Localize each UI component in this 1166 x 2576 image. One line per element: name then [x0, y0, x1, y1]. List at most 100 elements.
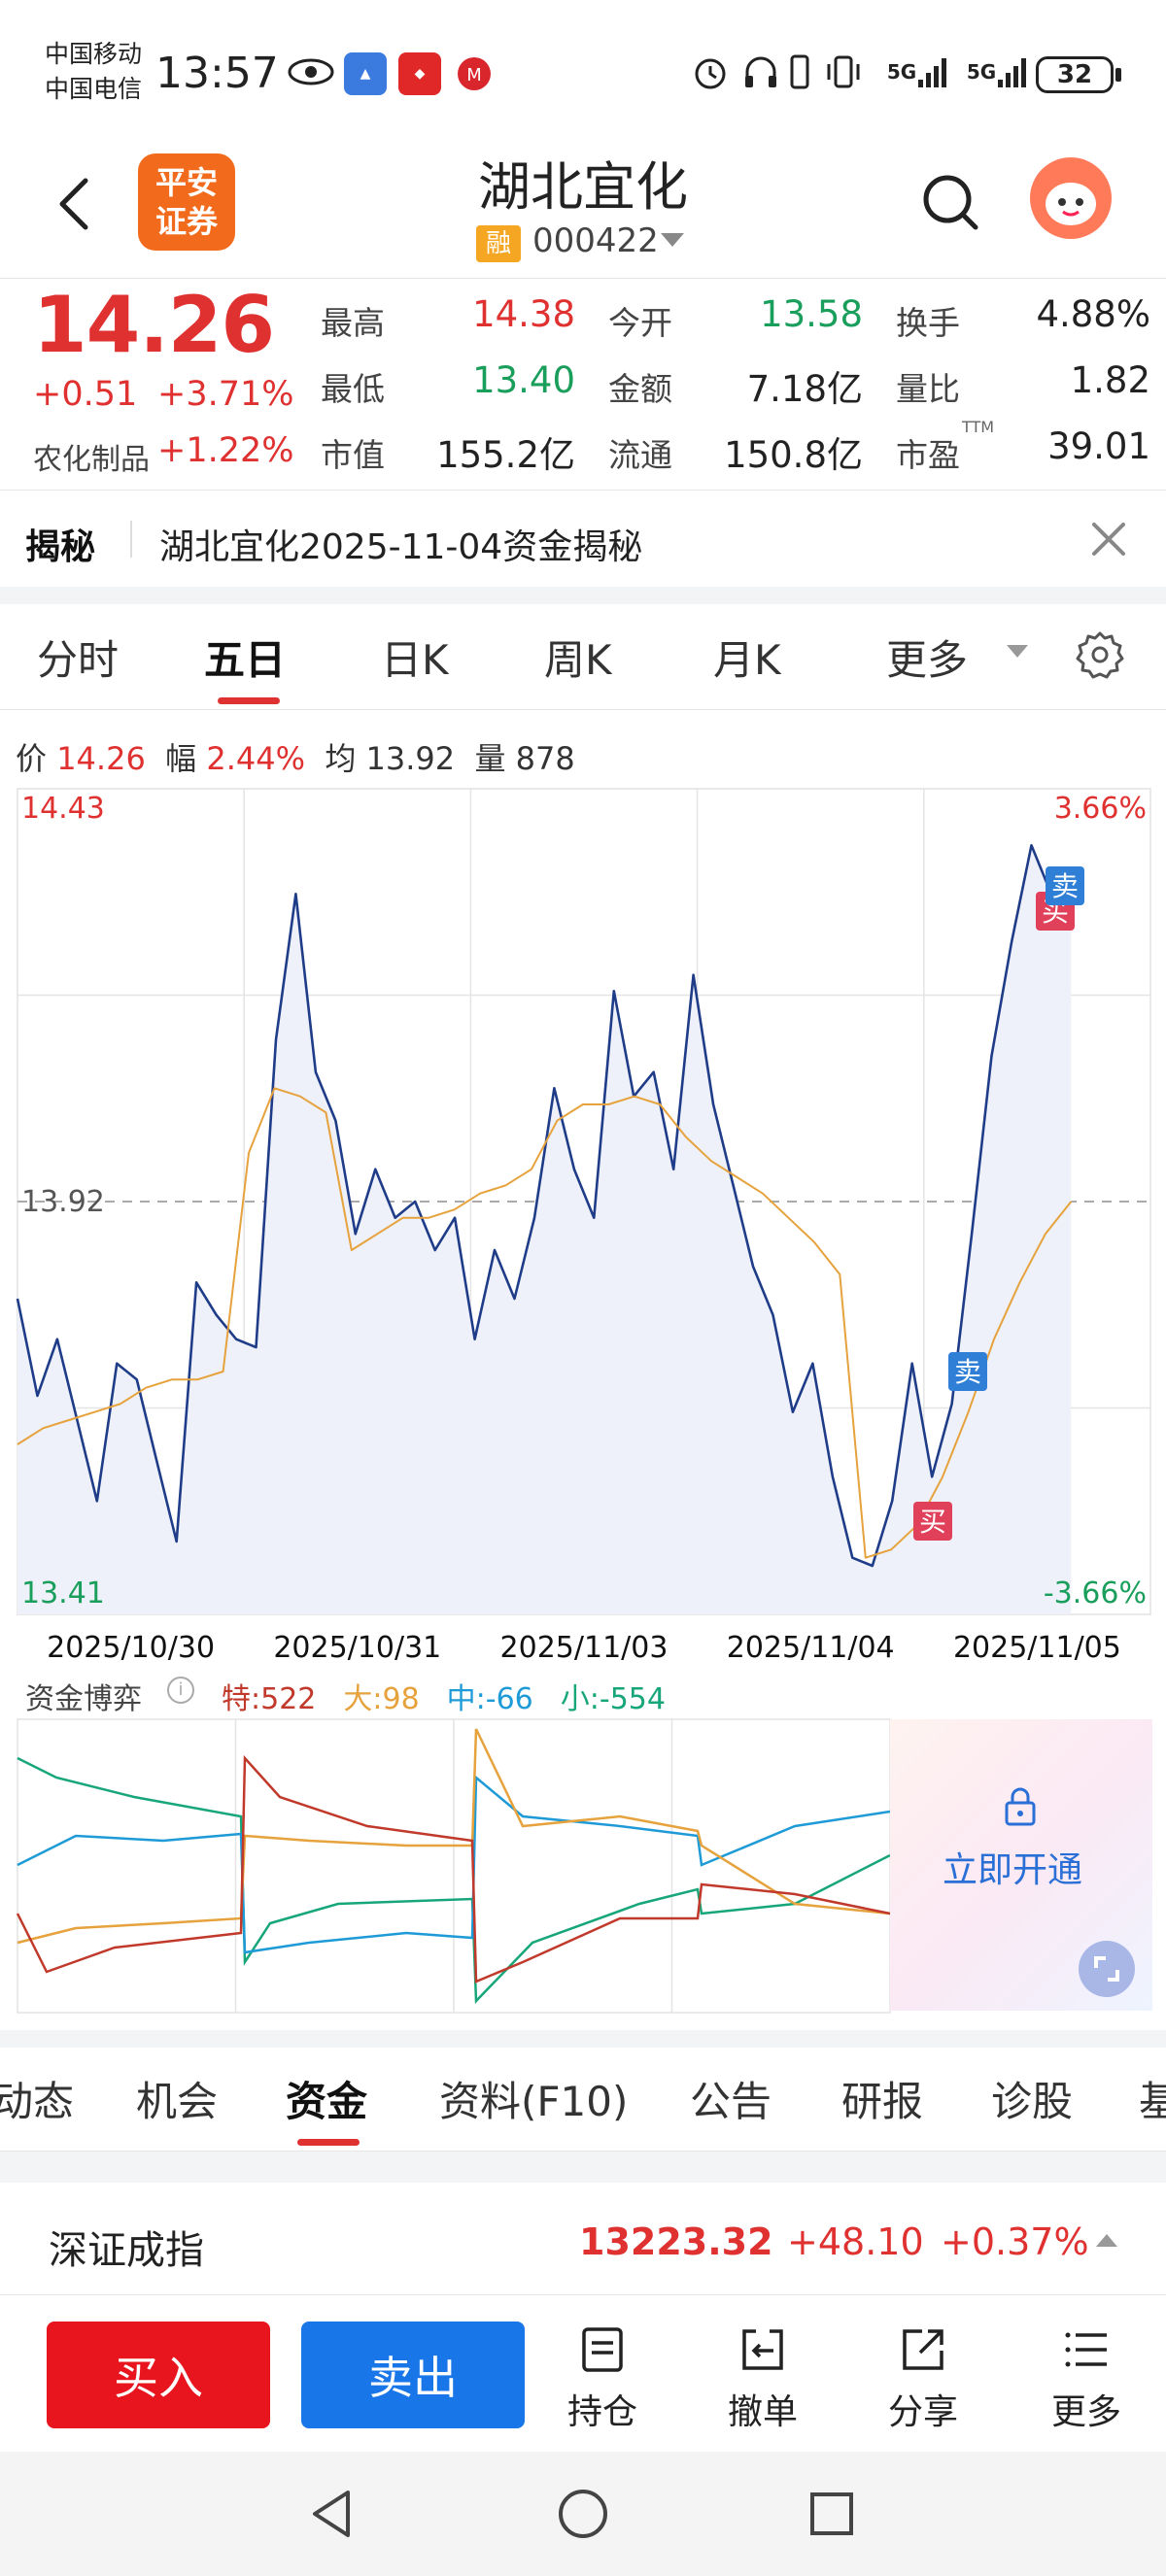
app-notification-icon-3: M [453, 52, 496, 95]
stock-code[interactable]: 000422 [532, 221, 659, 260]
assistant-avatar-button[interactable] [1028, 155, 1114, 241]
chart-settings-button[interactable] [1075, 629, 1125, 680]
cancel-order-button[interactable]: 撤单 [704, 2323, 821, 2434]
content-tab[interactable]: 机会 [136, 2078, 219, 2125]
quote-value: 13.40 [472, 359, 575, 401]
index-change: +48.10 [787, 2220, 924, 2263]
quote-value: 150.8亿 [724, 434, 863, 476]
fund-flow-legend-item: 小:-554 [560, 1682, 666, 1716]
buy-button[interactable]: 买入 [47, 2322, 270, 2428]
quote-label: 流通 [608, 436, 672, 474]
broker-logo: 平安 证券 [138, 153, 235, 251]
vibrate-icon [822, 51, 865, 93]
sector-label[interactable]: 农化制品 [33, 443, 150, 477]
quote-value: 4.88% [1036, 293, 1150, 335]
sell-marker[interactable]: 卖 [948, 1352, 987, 1391]
close-button[interactable] [1088, 519, 1129, 559]
holdings-button[interactable]: 持仓 [544, 2323, 661, 2434]
chart-tab[interactable]: 月K [713, 636, 781, 684]
more-button[interactable]: 更多 [1028, 2323, 1145, 2434]
index-name[interactable]: 深证成指 [49, 2228, 204, 2273]
fund-flow-line [16, 1754, 891, 1983]
quote-label: 量比 [896, 370, 960, 408]
nav-home-button[interactable] [556, 2487, 610, 2541]
menu-icon [1065, 2332, 1107, 2367]
nav-back-button[interactable] [305, 2487, 360, 2541]
quote-label: 换手 [896, 304, 960, 342]
status-time: 13:57 [155, 49, 279, 98]
fund-flow-legend-item: 特:522 [222, 1682, 317, 1716]
search-button[interactable] [917, 169, 985, 237]
quote-value: 7.18亿 [746, 368, 863, 410]
sell-button[interactable]: 卖出 [301, 2322, 525, 2428]
quote-label: 市盈 [896, 436, 960, 474]
buy-marker[interactable]: 买 [913, 1502, 952, 1541]
alarm-icon [688, 51, 733, 93]
quote-label: 市值 [321, 436, 385, 474]
chart-tab[interactable]: 五日 [204, 636, 287, 684]
quote-value: 13.58 [760, 293, 863, 335]
fund-flow-legend-item: 中:-66 [446, 1682, 533, 1716]
signal-icon-2: 5G [960, 51, 1038, 93]
chevron-down-icon[interactable] [661, 233, 684, 247]
app-notification-icon-2: ◆ [398, 52, 441, 95]
system-nav-bar [0, 2452, 1166, 2576]
content-tab[interactable]: 资料(F10) [439, 2078, 629, 2125]
content-tab[interactable]: 公告 [690, 2078, 772, 2125]
carrier-1: 中国移动 [45, 40, 143, 68]
fund-flow-legend: 特:522 大:98 中:-66 小:-554 [222, 1675, 693, 1717]
share-button[interactable]: 分享 [865, 2323, 981, 2434]
chart-info-line: 价 14.26 幅 2.44% 均 13.92 量 878 [16, 740, 575, 777]
lock-icon [999, 1785, 1042, 1828]
chart-tab[interactable]: 日K [381, 636, 449, 684]
content-tab[interactable]: 诊股 [991, 2078, 1074, 2125]
x-axis-date-label: 2025/11/04 [727, 1631, 895, 1665]
expand-icon [1094, 1956, 1119, 1982]
active-subtab-indicator [297, 2139, 360, 2146]
battery-indicator: 32 [1036, 56, 1114, 93]
price-change-pct: +3.71% [157, 375, 294, 414]
nav-back-icon [313, 2491, 350, 2537]
battery-tip [1115, 68, 1121, 82]
five-day-chart[interactable]: 14.43 13.92 13.41 3.66% -3.66% 2025/10/30 2025… [0, 777, 1166, 1671]
chevron-left-icon [59, 178, 88, 230]
sell-marker[interactable]: 卖 [1046, 866, 1084, 905]
more-dropdown-icon[interactable] [1007, 645, 1028, 658]
fund-flow-title: 资金博弈 [25, 1682, 142, 1716]
chart-tab[interactable]: 更多 [886, 636, 969, 684]
quote-value: 39.01 [1047, 425, 1150, 467]
headphones-icon [738, 51, 783, 93]
nav-recents-icon [810, 2492, 853, 2535]
chart-tab[interactable]: 分时 [37, 636, 120, 684]
reveal-link[interactable]: 湖北宜化2025-11-04资金揭秘 [159, 527, 643, 567]
chart-tab[interactable]: 周K [544, 636, 612, 684]
quote-label: 今开 [608, 304, 672, 342]
cancel-order-icon [742, 2329, 783, 2370]
share-icon [903, 2329, 943, 2370]
section-gap [0, 587, 1166, 604]
content-tab[interactable]: 动态 [0, 2078, 75, 2125]
holdings-icon [582, 2327, 623, 2372]
active-tab-indicator [218, 697, 280, 704]
ttm-label: TTM [962, 418, 995, 436]
content-tab[interactable]: 资金 [286, 2078, 368, 2125]
index-change-pct: +0.37% [941, 2220, 1089, 2263]
expand-button[interactable] [1079, 1941, 1135, 1997]
gear-icon [1076, 631, 1124, 679]
content-tab[interactable]: 基 [1139, 2078, 1166, 2125]
quote-label: 金额 [608, 370, 672, 408]
info-icon[interactable]: i [167, 1677, 194, 1704]
y-axis-mid-label: 13.92 [21, 1185, 105, 1219]
fund-flow-chart [16, 1718, 891, 2014]
content-tab[interactable]: 研报 [841, 2078, 924, 2125]
quote-value: 14.38 [472, 293, 575, 335]
current-price: 14.26 [33, 280, 275, 370]
back-button[interactable] [54, 175, 93, 233]
chevron-up-icon[interactable] [1096, 2234, 1117, 2247]
y-axis-low-label: 13.41 [21, 1576, 105, 1610]
unlock-button[interactable]: 立即开通 [943, 1850, 1083, 1890]
nav-recents-button[interactable] [808, 2491, 855, 2537]
x-axis-date-label: 2025/10/31 [273, 1631, 441, 1665]
svg-text:买: 买 [919, 1506, 946, 1538]
y-axis-high-label: 14.43 [21, 792, 105, 826]
